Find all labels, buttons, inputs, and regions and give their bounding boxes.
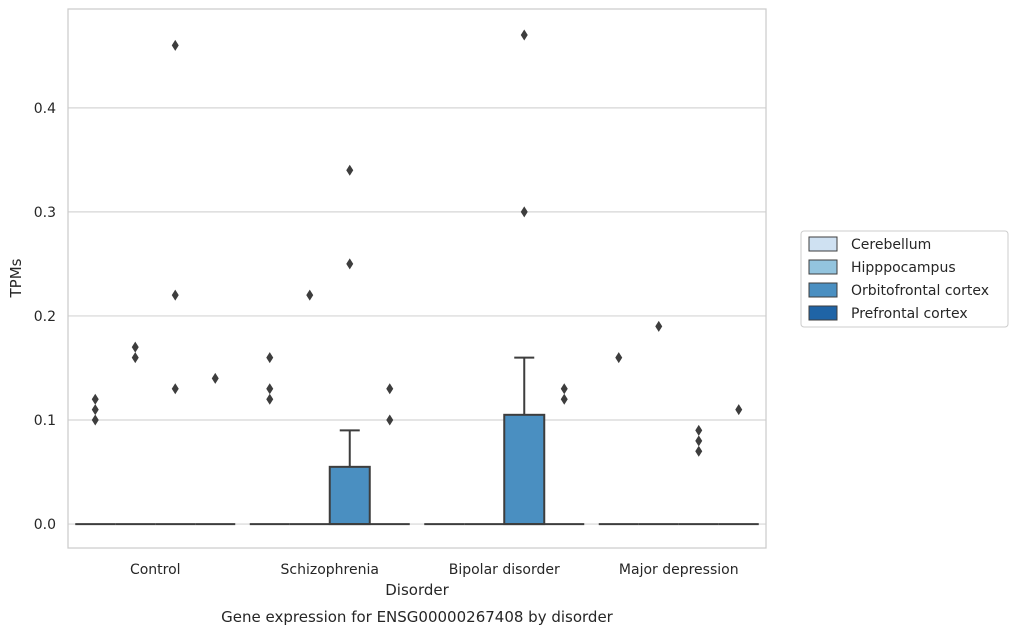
- legend-item: Cerebellum: [808, 236, 931, 253]
- x-tick-label: Bipolar disorder: [449, 562, 560, 578]
- x-tick-label: Control: [130, 562, 181, 578]
- legend-label: Orbitofrontal cortex: [851, 283, 989, 299]
- legend-label: Cerebellum: [851, 237, 931, 253]
- legend: Cerebellum Hipppocampus Orbitofrontal cort…: [800, 230, 1009, 328]
- outlier-point: [91, 393, 99, 405]
- y-tick-label: 0.2: [34, 309, 56, 325]
- outlier-point: [346, 164, 354, 176]
- outlier-point: [386, 383, 394, 395]
- legend-frame: [800, 230, 1009, 328]
- box: [249, 352, 290, 526]
- box: [598, 352, 639, 526]
- legend-item: Orbitofrontal cortex: [808, 282, 989, 299]
- outlier-point: [131, 341, 139, 353]
- outlier-point: [131, 352, 139, 364]
- outlier-point: [211, 372, 219, 384]
- legend-swatch: [808, 305, 838, 321]
- y-tick-label: 0.4: [34, 101, 56, 117]
- outlier-point: [171, 39, 179, 51]
- legend-label: Hipppocampus: [851, 260, 956, 276]
- box: [718, 404, 759, 526]
- outlier-point: [306, 289, 314, 301]
- outlier-point: [266, 383, 274, 395]
- outlier-point: [695, 435, 703, 447]
- outlier-point: [386, 414, 394, 426]
- plot-area: [68, 9, 766, 548]
- legend-label: Prefrontal cortex: [851, 306, 968, 322]
- box-series: [75, 29, 759, 526]
- outlier-point: [735, 404, 743, 416]
- plot-frame: [67, 8, 767, 549]
- box-iqr: [503, 413, 546, 526]
- outlier-point: [266, 352, 274, 364]
- outlier-point: [560, 393, 568, 405]
- box: [369, 383, 410, 526]
- outlier-point: [655, 320, 663, 332]
- box: [155, 39, 196, 526]
- legend-item: Hipppocampus: [808, 259, 956, 276]
- box: [638, 320, 679, 526]
- box: [503, 29, 546, 526]
- outlier-point: [266, 393, 274, 405]
- x-axis-ticks: Control Schizophrenia Bipolar disorder Majo…: [130, 562, 739, 578]
- y-axis-ticks: 0.0 0.1 0.2 0.3 0.4: [34, 101, 56, 533]
- outlier-point: [171, 289, 179, 301]
- y-tick-label: 0.1: [34, 413, 56, 429]
- box-iqr: [328, 465, 371, 526]
- box: [544, 383, 585, 526]
- outlier-point: [695, 424, 703, 436]
- outlier-point: [91, 414, 99, 426]
- box: [678, 424, 719, 526]
- outlier-point: [695, 445, 703, 457]
- outlier-point: [520, 206, 528, 218]
- x-axis-label: Disorder: [385, 581, 449, 599]
- outlier-point: [615, 352, 623, 364]
- legend-swatch: [808, 282, 838, 298]
- outlier-point: [520, 29, 528, 41]
- legend-swatch: [808, 236, 838, 252]
- outlier-point: [560, 383, 568, 395]
- x-tick-label: Schizophrenia: [281, 562, 379, 578]
- box: [75, 393, 116, 526]
- box: [328, 164, 371, 526]
- chart-caption: Gene expression for ENSG00000267408 by d…: [221, 608, 614, 626]
- outlier-point: [91, 404, 99, 416]
- x-tick-label: Major depression: [619, 562, 739, 578]
- legend-item: Prefrontal cortex: [808, 305, 968, 322]
- outlier-point: [171, 383, 179, 395]
- y-tick-label: 0.0: [34, 517, 56, 533]
- legend-swatch: [808, 259, 838, 275]
- y-axis-label: TPMs: [7, 258, 25, 298]
- outlier-point: [346, 258, 354, 270]
- box: [115, 341, 156, 526]
- box: [195, 372, 236, 526]
- y-tick-label: 0.3: [34, 205, 56, 221]
- box: [289, 289, 330, 526]
